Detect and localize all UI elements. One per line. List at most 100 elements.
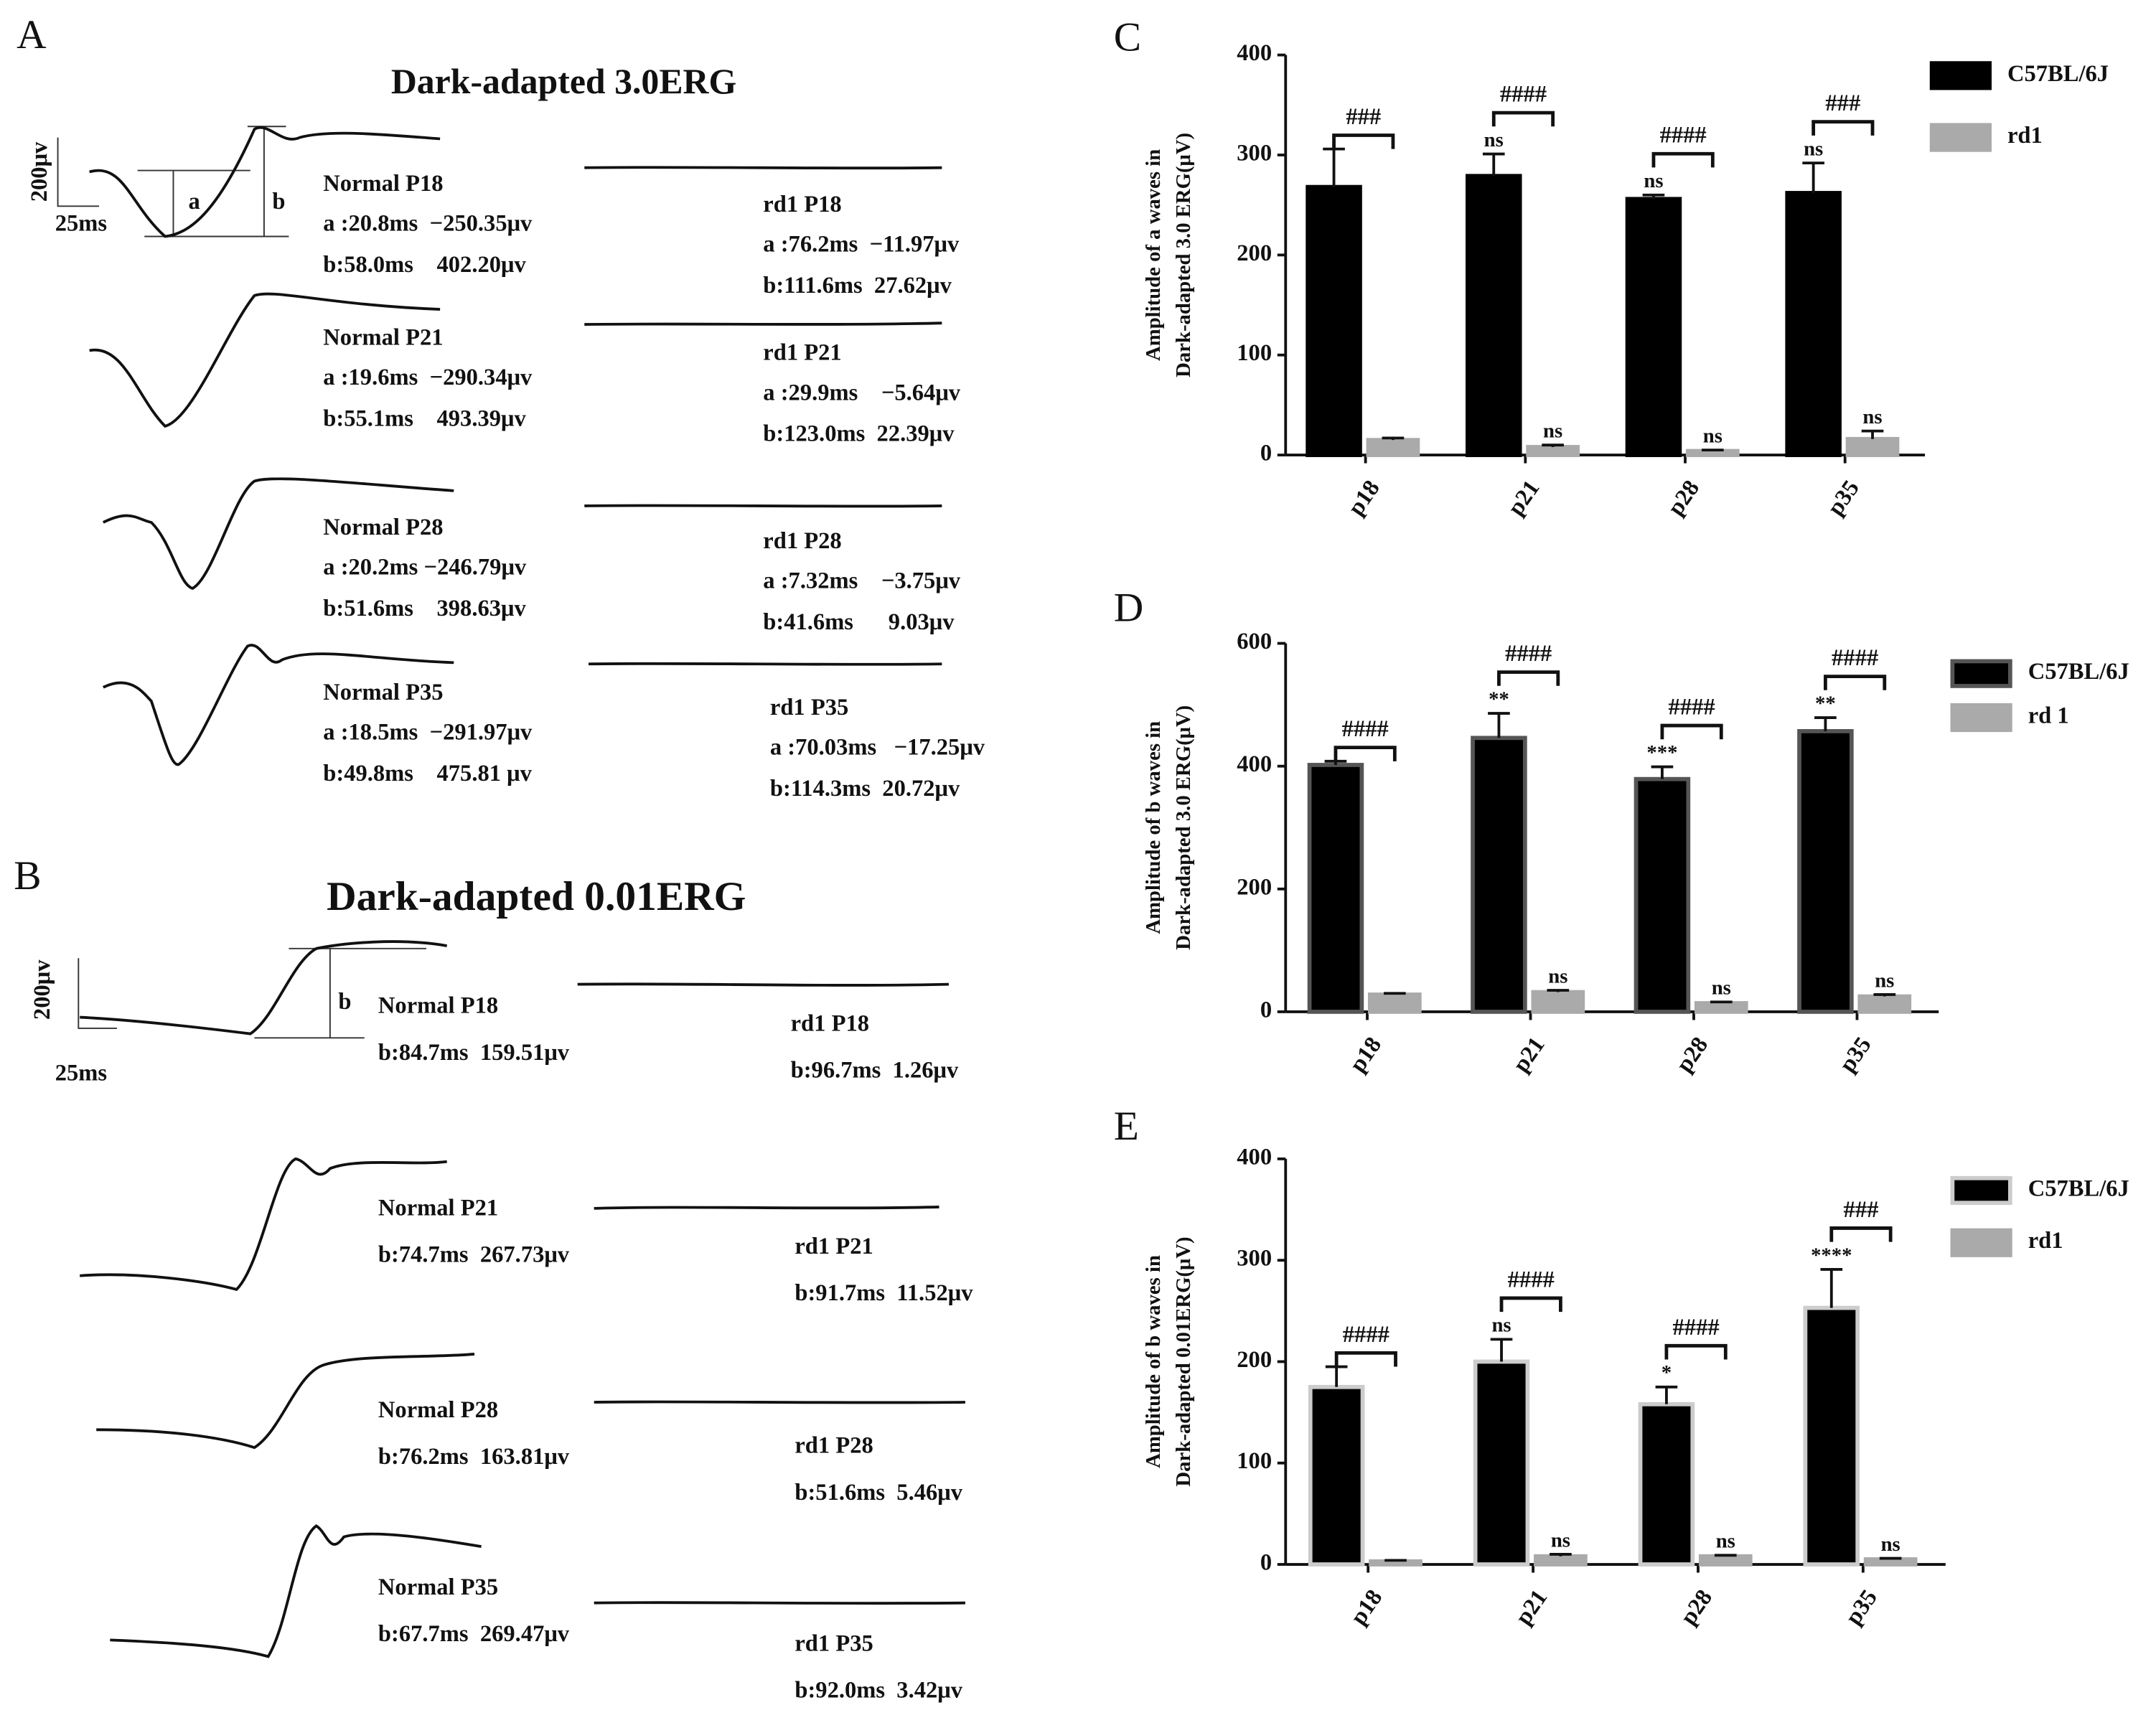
y-tick-label: 0 — [1260, 1550, 1272, 1576]
x-tick-label: p18 — [1345, 1033, 1387, 1077]
significance: ns — [1712, 977, 1731, 1000]
y-tick-label: 400 — [1237, 1144, 1272, 1170]
error-bar — [1861, 429, 1884, 439]
trace — [102, 477, 454, 590]
bar — [1366, 438, 1420, 457]
significance: ns — [1484, 128, 1504, 151]
recording-b: b:41.6ms 9.03μv — [763, 609, 955, 635]
recording-a: a :29.9ms −5.64μv — [763, 380, 960, 405]
y-tick-label: 0 — [1260, 441, 1272, 466]
recording-label: rd1 P35 — [795, 1631, 873, 1657]
legend-swatch — [1950, 659, 2012, 688]
trace — [594, 1206, 939, 1210]
error-bar — [1482, 152, 1505, 177]
scale-label: 200μv — [27, 141, 52, 202]
panel-letter: C — [1114, 15, 1141, 60]
error-bar — [1651, 765, 1674, 779]
x-tick-label: p21 — [1511, 1585, 1553, 1630]
legend-swatch — [1950, 1228, 2012, 1257]
y-tick-label: 400 — [1237, 751, 1272, 777]
significance: ns — [1862, 405, 1882, 428]
trace — [80, 1157, 447, 1292]
wave-label: b — [272, 189, 285, 215]
comparison-label: #### — [1673, 1315, 1720, 1340]
recording-label: rd1 P28 — [763, 528, 841, 554]
recording-b: b:55.1ms 493.39μv — [323, 406, 526, 432]
comparison-bracket — [1497, 670, 1560, 686]
recording-label: Normal P28 — [323, 515, 443, 540]
panel-letter: E — [1114, 1104, 1139, 1149]
scale-label: 200μv — [29, 959, 55, 1020]
error-bar — [1873, 993, 1896, 997]
comparison-bracket — [1334, 746, 1397, 761]
recording-b: b:51.6ms 5.46μv — [795, 1480, 962, 1506]
trace — [584, 504, 942, 508]
y-axis-label: Dark-adapted 0.01ERG(μV) — [1172, 1236, 1195, 1486]
legend-swatch — [1929, 61, 1992, 90]
trace — [584, 166, 942, 170]
recording-b: b:51.6ms 398.63μv — [323, 596, 526, 621]
y-axis-label: Dark-adapted 3.0 ERG(μV) — [1172, 133, 1195, 377]
y-tick-label: 100 — [1237, 1448, 1272, 1474]
bar — [1465, 174, 1522, 457]
recording-b: b:58.0ms 402.20μv — [323, 252, 526, 278]
bar — [1307, 763, 1364, 1014]
y-tick-label: 400 — [1237, 40, 1272, 66]
significance: ns — [1491, 1314, 1511, 1337]
y-axis-label: Amplitude of a waves in — [1142, 149, 1165, 361]
comparison-label: ### — [1346, 104, 1381, 130]
legend-label: C57BL/6J — [2028, 1175, 2129, 1201]
traces — [89, 126, 942, 766]
wave-label: a — [189, 189, 200, 215]
comparison-bracket — [1491, 111, 1555, 127]
error-bar — [1325, 1365, 1348, 1387]
y-axis-label: Amplitude of b waves in — [1142, 1255, 1165, 1468]
comparison-bracket — [1811, 120, 1875, 136]
recording-a: a :76.2ms −11.97μv — [763, 231, 960, 257]
bar — [1308, 1384, 1365, 1567]
y-tick-label: 200 — [1237, 1347, 1272, 1373]
y-tick-label: 0 — [1260, 997, 1272, 1023]
recording-label: Normal P21 — [323, 325, 443, 351]
x-tick-label: p35 — [1834, 1033, 1877, 1077]
recording-a: a :7.32ms −3.75μv — [763, 568, 960, 594]
significance: * — [1661, 1361, 1672, 1384]
x-tick-label: p18 — [1346, 1585, 1388, 1630]
scale-label: 25ms — [55, 211, 107, 237]
significance: ** — [1489, 687, 1509, 710]
recording-label: rd1 P18 — [763, 192, 841, 217]
bar — [1634, 776, 1691, 1014]
trace — [594, 1601, 965, 1605]
trace — [584, 321, 942, 327]
traces — [80, 940, 965, 1658]
comparison-bracket — [1499, 1296, 1562, 1313]
bar — [1473, 1359, 1530, 1567]
recording-b: b:96.7ms 1.26μv — [791, 1058, 959, 1084]
error-bar — [1323, 147, 1345, 187]
recording-label: Normal P18 — [378, 993, 498, 1019]
recording-b: b:49.8ms 475.81 μv — [323, 761, 532, 786]
bar — [1306, 184, 1362, 457]
significance: *** — [1646, 741, 1677, 764]
legend-swatch — [1950, 1175, 2012, 1206]
error-bar — [1490, 1338, 1513, 1362]
error-bar — [1547, 989, 1570, 992]
bar — [1803, 1305, 1860, 1567]
panel-title: Dark-adapted 3.0ERG — [391, 62, 736, 101]
error-bar — [1382, 436, 1405, 441]
x-tick-label: p21 — [1508, 1033, 1550, 1077]
comparison-bracket — [1829, 1226, 1893, 1242]
panel-letter: B — [14, 853, 41, 898]
error-bar — [1550, 1553, 1572, 1556]
x-tick-label: p28 — [1676, 1585, 1718, 1630]
recording-label: rd1 P18 — [791, 1011, 869, 1037]
x-tick-label: p18 — [1343, 476, 1385, 520]
error-bar — [1488, 712, 1510, 738]
recording-b: b:84.7ms 159.51μv — [378, 1040, 570, 1066]
comparison-bracket — [1664, 1343, 1728, 1360]
measure-lines — [254, 947, 426, 1039]
comparison-label: #### — [1660, 123, 1707, 149]
recording-b: b:74.7ms 267.73μv — [378, 1241, 570, 1267]
panel-letter: D — [1114, 586, 1144, 631]
bar — [1534, 1554, 1588, 1567]
